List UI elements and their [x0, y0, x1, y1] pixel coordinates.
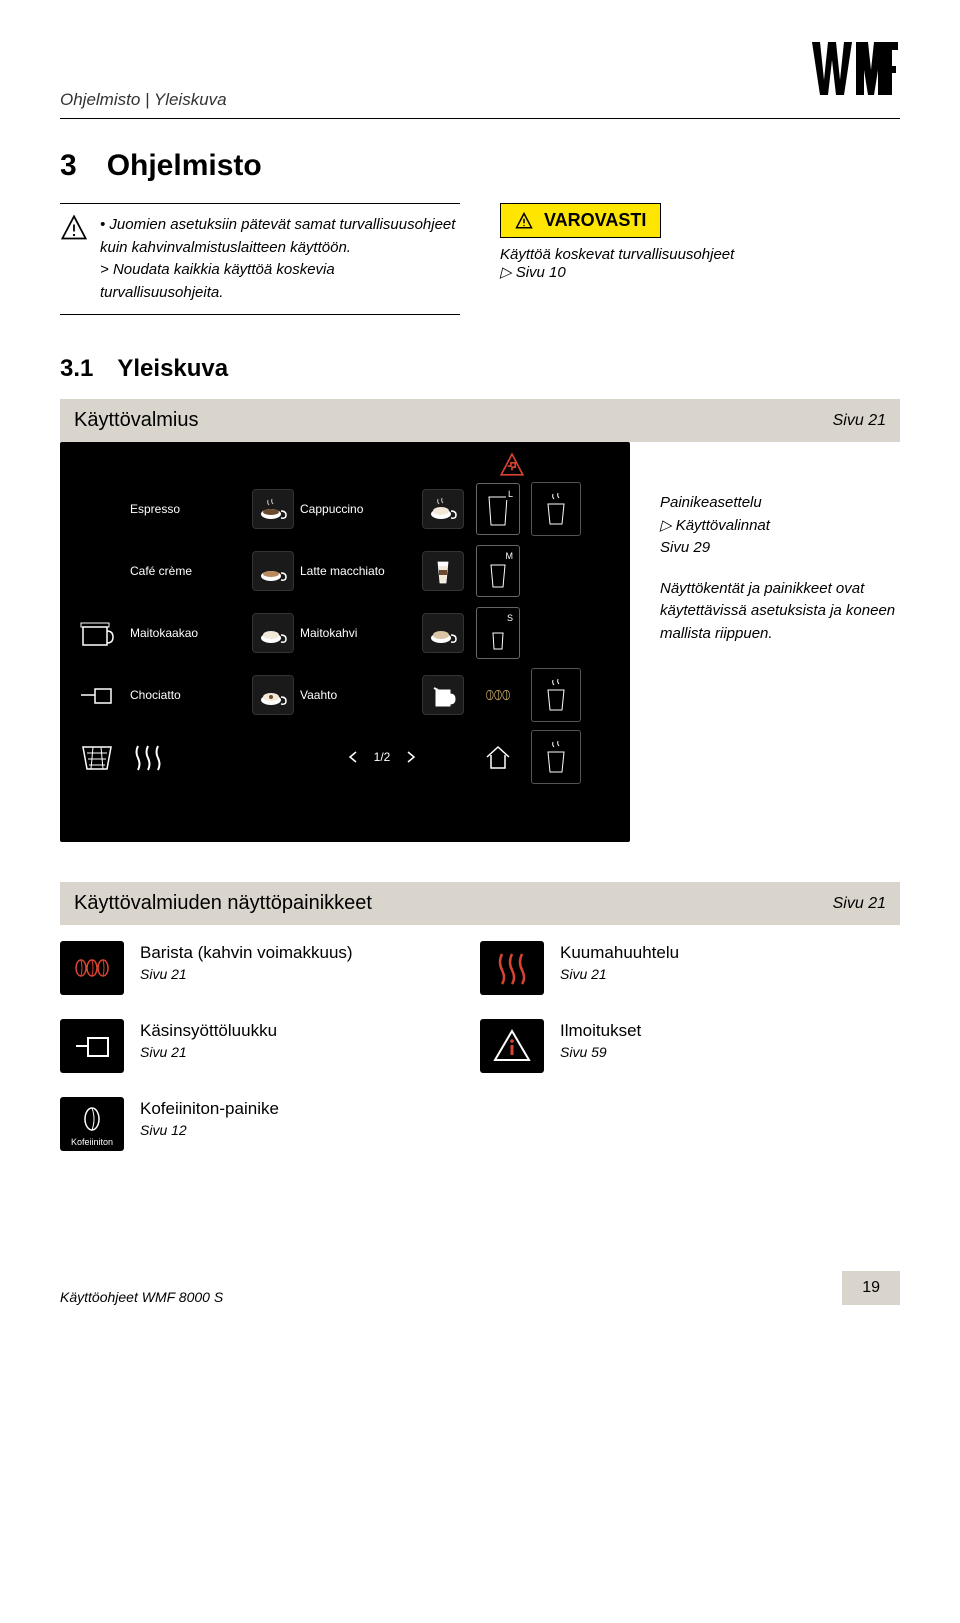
espresso-cup-icon: [252, 489, 294, 529]
note-line3: Sivu 29: [660, 539, 710, 556]
subsection-title: 3.1 Yleiskuva: [60, 355, 900, 383]
kofeiiniton-icon: Kofeiiniton: [60, 1097, 124, 1151]
jug-icon-slot[interactable]: [70, 606, 124, 660]
product-espresso[interactable]: Espresso: [130, 489, 294, 529]
warning-ref: Sivu 10: [500, 263, 900, 281]
subsection-number: 3.1: [60, 355, 93, 383]
btn-kuuma-page: Sivu 21: [560, 965, 679, 985]
hot-drink-right-3[interactable]: [531, 730, 581, 784]
product-vaahto[interactable]: Vaahto: [300, 675, 464, 715]
intro-action: > Noudata kaikkia käyttöä koskevia turva…: [100, 259, 460, 304]
btn-ilmo-label: Ilmoitukset: [560, 1021, 641, 1040]
kuumahuuhtelu-icon: [480, 941, 544, 995]
grounds-icon-slot[interactable]: [70, 730, 124, 784]
page-number: 19: [842, 1271, 900, 1305]
warning-triangle-icon: [60, 214, 88, 304]
cafecreme-cup-icon: [252, 551, 294, 591]
btn-barista-label: Barista (kahvin voimakkuus): [140, 943, 353, 962]
bar-page: Sivu 21: [833, 412, 886, 430]
section-title: 3 Ohjelmisto: [60, 149, 900, 183]
size-small[interactable]: S: [476, 607, 520, 659]
btn-kuuma-label: Kuumahuuhtelu: [560, 943, 679, 962]
buttons-header-page: Sivu 21: [833, 895, 886, 913]
btn-kasin-page: Sivu 21: [140, 1043, 277, 1063]
cappuccino-cup-icon: [422, 489, 464, 529]
btn-kasinsyotto: Käsinsyöttöluukku Sivu 21: [60, 1019, 480, 1073]
varovasti-badge: VAROVASTI: [500, 203, 661, 238]
breadcrumb: Ohjelmisto | Yleiskuva: [60, 90, 227, 110]
subsection-heading: Yleiskuva: [117, 355, 228, 383]
product-chociatto[interactable]: Chociatto: [130, 675, 294, 715]
home-icon[interactable]: [476, 731, 520, 783]
buttons-header-title: Käyttövalmiuden näyttöpainikkeet: [74, 892, 372, 915]
product-latte[interactable]: Latte macchiato: [300, 551, 464, 591]
scoop-icon: [60, 1019, 124, 1073]
intro-bullet: • Juomien asetuksiin pätevät samat turva…: [100, 214, 460, 259]
maintenance-warning-icon: [499, 452, 525, 483]
display-notes: Painikeasettelu Käyttövalinnat Sivu 29 N…: [660, 442, 900, 842]
btn-kuumahuuhtelu: Kuumahuuhtelu Sivu 21: [480, 941, 900, 995]
product-cappuccino[interactable]: Cappuccino: [300, 489, 464, 529]
heat-waves-icon[interactable]: [130, 742, 294, 772]
page-header: Ohjelmisto | Yleiskuva: [60, 40, 900, 119]
btn-kofe-page: Sivu 12: [140, 1121, 279, 1141]
nav-pager[interactable]: 1/2: [300, 750, 464, 764]
btn-ilmo-page: Sivu 59: [560, 1043, 641, 1063]
vaahto-jug-icon: [422, 675, 464, 715]
buttons-header-bar: Käyttövalmiuden näyttöpainikkeet Sivu 21: [60, 882, 900, 925]
footer-doc: Käyttöohjeet WMF 8000 S: [60, 1289, 223, 1305]
product-maitokahvi[interactable]: Maitokahvi: [300, 613, 464, 653]
scoop-icon-slot[interactable]: [70, 668, 124, 722]
btn-ilmoitukset: Ilmoitukset Sivu 59: [480, 1019, 900, 1073]
page-footer: Käyttöohjeet WMF 8000 S 19: [60, 1271, 900, 1305]
btn-kofe-label: Kofeiiniton-painike: [140, 1099, 279, 1118]
hot-drink-right-1[interactable]: [531, 482, 581, 536]
size-medium[interactable]: M: [476, 545, 520, 597]
btn-kofeiiniton: Kofeiiniton Kofeiiniton-painike Sivu 12: [60, 1097, 480, 1151]
maitokahvi-cup-icon: [422, 613, 464, 653]
barista-beans-screen[interactable]: [476, 669, 520, 721]
info-triangle-icon: [480, 1019, 544, 1073]
btn-barista: Barista (kahvin voimakkuus) Sivu 21: [60, 941, 480, 995]
note-line2: Käyttövalinnat: [660, 517, 770, 534]
warning-text: Käyttöä koskevat turvallisuusohjeet: [500, 246, 900, 263]
bar-title: Käyttövalmius: [74, 409, 199, 432]
barista-beans-icon: [60, 941, 124, 995]
warning-column: VAROVASTI Käyttöä koskevat turvallisuuso…: [500, 203, 900, 315]
wmf-logo: [810, 40, 900, 110]
machine-display: Espresso Cappuccino L C: [60, 442, 630, 842]
size-large[interactable]: L: [476, 483, 520, 535]
section-number: 3: [60, 149, 77, 183]
product-cafecreme[interactable]: Café crème: [130, 551, 294, 591]
section-heading: Ohjelmisto: [107, 149, 262, 183]
note-line1: Painikeasettelu: [660, 494, 762, 511]
maitokaakao-cup-icon: [252, 613, 294, 653]
chociatto-cup-icon: [252, 675, 294, 715]
note-p2: Näyttökentät ja painikkeet ovat käytettä…: [660, 578, 900, 646]
latte-glass-icon: [422, 551, 464, 591]
kayttovalmiua-bar: Käyttövalmius Sivu 21: [60, 399, 900, 442]
intro-box: • Juomien asetuksiin pätevät samat turva…: [60, 203, 460, 315]
btn-kasin-label: Käsinsyöttöluukku: [140, 1021, 277, 1040]
btn-barista-page: Sivu 21: [140, 965, 353, 985]
hot-drink-right-2[interactable]: [531, 668, 581, 722]
product-maitokaakao[interactable]: Maitokaakao: [130, 613, 294, 653]
